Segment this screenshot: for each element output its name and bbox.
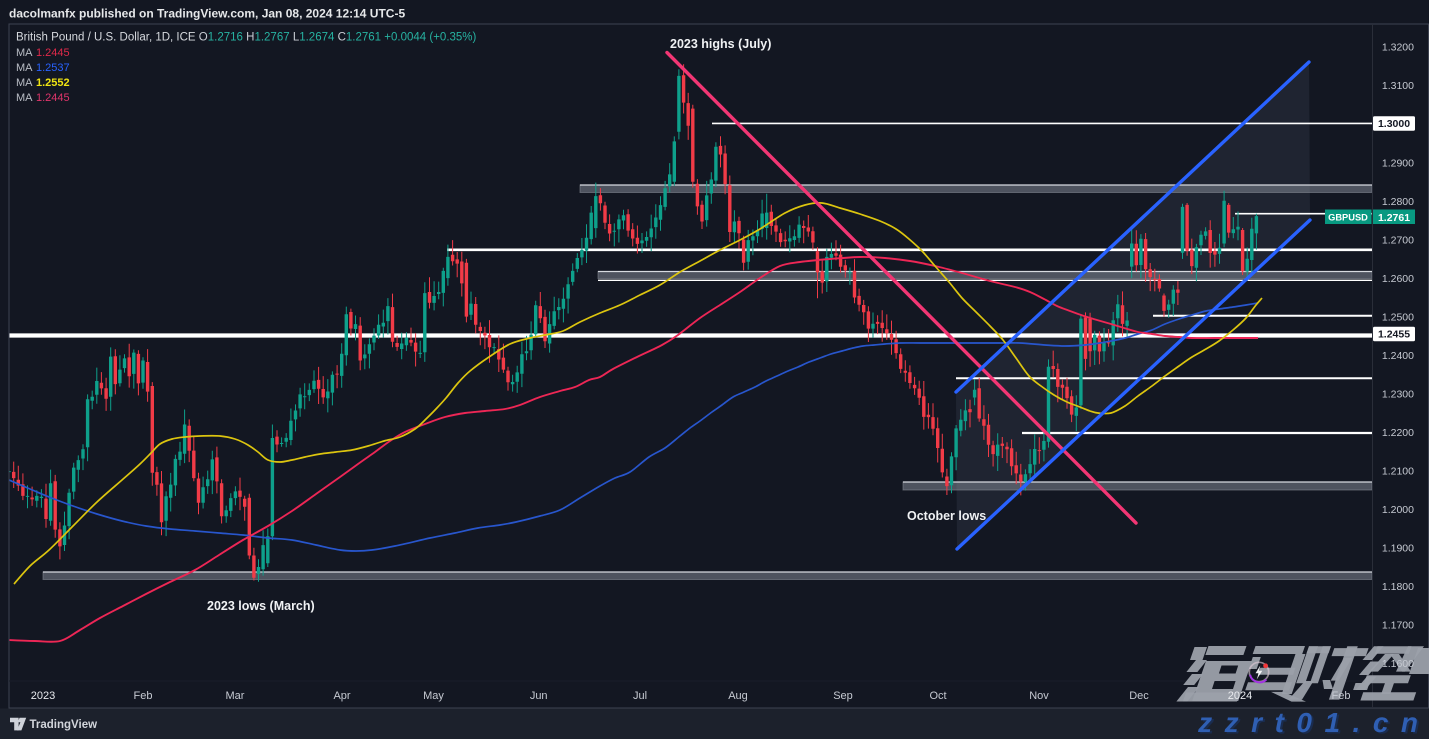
svg-text:Apr: Apr — [333, 690, 350, 702]
svg-text:May: May — [423, 690, 444, 702]
svg-text:Dec: Dec — [1129, 690, 1149, 702]
svg-text:1.2000: 1.2000 — [1382, 504, 1414, 516]
svg-text:zzrt01.cn: zzrt01.cn — [1197, 707, 1429, 738]
svg-text:October lows: October lows — [907, 509, 986, 523]
svg-text:TradingView: TradingView — [30, 719, 98, 731]
svg-text:2024: 2024 — [1228, 690, 1252, 702]
svg-text:1.1900: 1.1900 — [1382, 543, 1414, 555]
svg-text:1.2552: 1.2552 — [36, 77, 70, 89]
svg-text:2023 lows (March): 2023 lows (March) — [207, 599, 315, 613]
svg-text:Nov: Nov — [1029, 690, 1049, 702]
svg-text:Aug: Aug — [728, 690, 748, 702]
svg-text:Feb: Feb — [134, 690, 153, 702]
svg-text:2023: 2023 — [31, 690, 55, 702]
svg-text:Oct: Oct — [929, 690, 946, 702]
svg-text:1.2200: 1.2200 — [1382, 427, 1414, 439]
svg-text:1.1800: 1.1800 — [1382, 581, 1414, 593]
svg-text:1.2537: 1.2537 — [36, 62, 70, 74]
svg-text:1.3100: 1.3100 — [1382, 80, 1414, 92]
svg-text:1.2700: 1.2700 — [1382, 234, 1414, 246]
svg-text:dacolmanfx published on Tradin: dacolmanfx published on TradingView.com,… — [9, 7, 405, 21]
svg-text:1.2400: 1.2400 — [1382, 350, 1414, 362]
svg-text:Jul: Jul — [633, 690, 647, 702]
svg-text:1.2900: 1.2900 — [1382, 157, 1414, 169]
svg-text:1.2800: 1.2800 — [1382, 196, 1414, 208]
svg-text:GBPUSD: GBPUSD — [1328, 212, 1368, 222]
svg-text:1.2500: 1.2500 — [1382, 311, 1414, 323]
svg-text:1.1600: 1.1600 — [1382, 658, 1414, 670]
svg-text:1.2445: 1.2445 — [36, 47, 70, 59]
svg-text:1.2100: 1.2100 — [1382, 465, 1414, 477]
svg-text:Jun: Jun — [530, 690, 548, 702]
svg-text:Sep: Sep — [833, 690, 853, 702]
svg-text:MA: MA — [16, 47, 33, 59]
svg-text:2023 highs (July): 2023 highs (July) — [670, 37, 771, 51]
svg-text:1.3200: 1.3200 — [1382, 42, 1414, 54]
svg-text:MA: MA — [16, 62, 33, 74]
svg-text:zzrt01.cn: zzrt01.cn — [1199, 709, 1429, 739]
svg-text:1.1700: 1.1700 — [1382, 620, 1414, 632]
svg-text:1.2761: 1.2761 — [1378, 212, 1410, 224]
svg-text:Mar: Mar — [226, 690, 245, 702]
svg-text:1.2455: 1.2455 — [1378, 329, 1410, 341]
svg-text:British Pound / U.S. Dollar, 1: British Pound / U.S. Dollar, 1D, ICE O1.… — [16, 32, 477, 44]
svg-text:MA: MA — [16, 92, 33, 104]
svg-text:1.2600: 1.2600 — [1382, 273, 1414, 285]
svg-text:Feb: Feb — [1332, 690, 1351, 702]
svg-text:1.3000: 1.3000 — [1378, 118, 1410, 130]
svg-text:1.2300: 1.2300 — [1382, 388, 1414, 400]
svg-text:1.2445: 1.2445 — [36, 92, 70, 104]
svg-text:MA: MA — [16, 77, 33, 89]
